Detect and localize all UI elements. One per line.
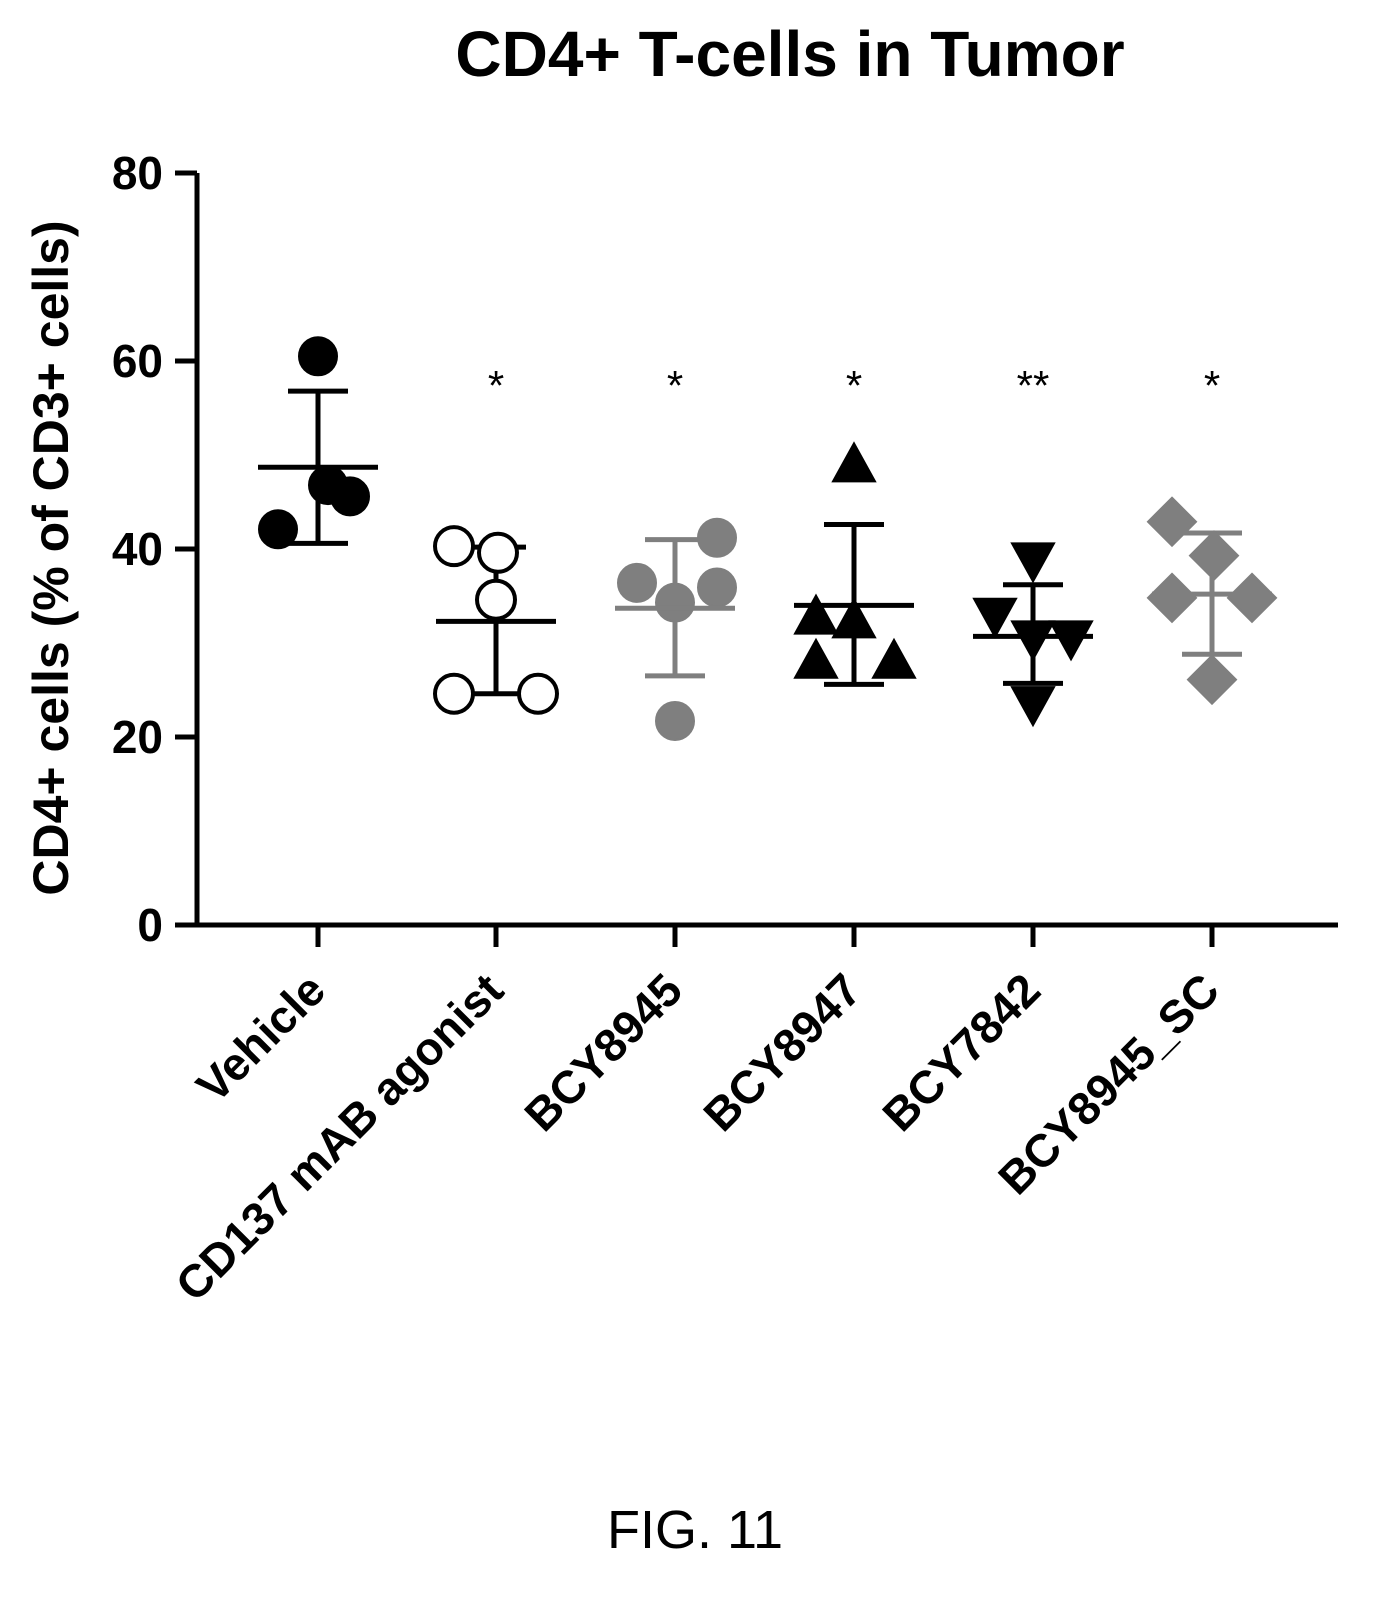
data-point [617, 562, 657, 603]
data-point [1146, 572, 1198, 624]
data-point [517, 672, 559, 715]
y-tick-label: 60 [112, 335, 163, 387]
y-axis-label: CD4+ cells (% of CD3+ cells) [23, 220, 79, 895]
x-tick-label: BCY7842 [872, 963, 1050, 1141]
data-point [655, 582, 695, 623]
figure-caption: FIG. 11 [607, 1500, 783, 1560]
data-point [258, 509, 298, 550]
data-group [1146, 496, 1278, 706]
data-point [972, 597, 1018, 639]
data-point [1226, 572, 1278, 624]
significance-label: * [1204, 362, 1220, 409]
data-group [433, 525, 559, 715]
data-point [433, 672, 475, 715]
chart-title: CD4+ T-cells in Tumor [455, 18, 1124, 90]
data-point [831, 597, 877, 639]
data-point [793, 593, 839, 635]
y-tick-label: 0 [137, 899, 163, 951]
y-tick-label: 40 [112, 523, 163, 575]
data-point [1010, 686, 1056, 728]
x-tick-label: BCY8947 [693, 963, 871, 1141]
data-point [433, 525, 475, 568]
data-point [1048, 620, 1094, 662]
data-point [477, 531, 519, 574]
data-point [1146, 496, 1198, 548]
data-point [793, 637, 839, 679]
data-point [298, 336, 338, 377]
data-point [1186, 654, 1238, 706]
x-tick-label: CD137 mAB agonist [165, 963, 513, 1311]
data-point [330, 476, 370, 517]
data-point [831, 441, 877, 483]
data-point [1188, 530, 1240, 581]
data-point [1010, 542, 1056, 584]
significance-label: * [667, 362, 683, 409]
data-group [972, 542, 1094, 728]
data-point [655, 701, 695, 742]
data-point [1010, 620, 1056, 662]
data-point [871, 637, 917, 679]
data-point [475, 578, 517, 621]
data-point [697, 517, 737, 558]
data-group [793, 441, 917, 687]
x-tick-label: BCY8945 [514, 963, 692, 1141]
y-tick-label: 20 [112, 711, 163, 763]
significance-label: * [846, 362, 862, 409]
data-point [697, 567, 737, 608]
data-group [615, 517, 737, 742]
x-tick-label: Vehicle [186, 963, 335, 1112]
significance-label: ** [1017, 362, 1050, 409]
y-tick-label: 80 [112, 147, 163, 199]
data-group [258, 336, 378, 550]
significance-label: * [488, 362, 504, 409]
